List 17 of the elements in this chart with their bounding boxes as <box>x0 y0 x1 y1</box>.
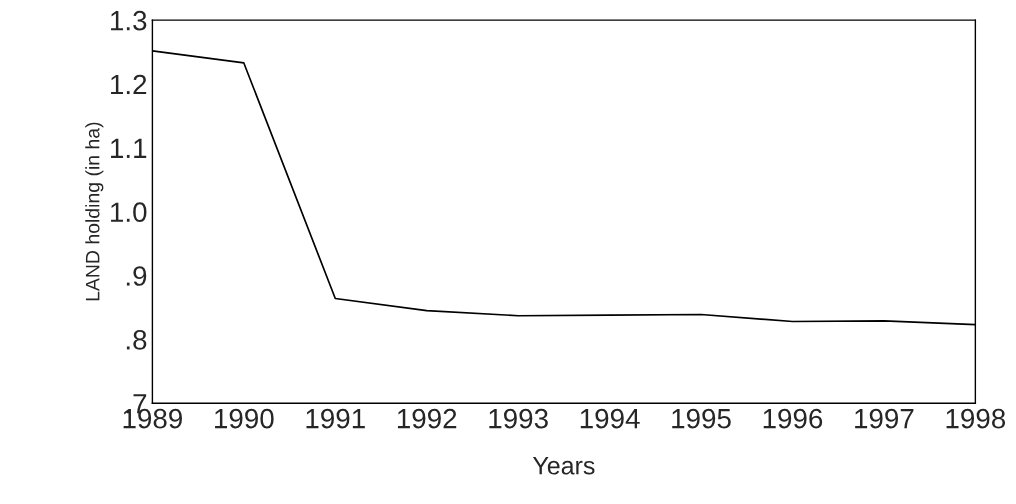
y-tick-label: 1.0 <box>111 202 147 223</box>
y-tick-label: .8 <box>126 330 147 350</box>
x-tick-label: 1997 <box>855 408 914 429</box>
y-tick-label: .9 <box>126 266 147 286</box>
x-tick-label: 1990 <box>215 408 274 429</box>
x-tick-label: 1991 <box>306 408 365 429</box>
x-tick-label: 1998 <box>946 408 1006 429</box>
y-tick-label: 1.2 <box>111 74 147 95</box>
x-tick-label: 1995 <box>672 408 731 429</box>
x-tick-label: 1992 <box>397 408 457 429</box>
x-axis-title: Years <box>532 457 595 475</box>
x-tick-label: 1994 <box>580 408 640 429</box>
y-axis-title: LAND holding (in ha) <box>85 122 104 301</box>
x-tick-label: 1993 <box>489 408 548 429</box>
x-tick-label: 1996 <box>763 408 823 429</box>
y-tick-label: 1.3 <box>111 10 147 31</box>
y-tick-label: 1.1 <box>111 138 147 158</box>
